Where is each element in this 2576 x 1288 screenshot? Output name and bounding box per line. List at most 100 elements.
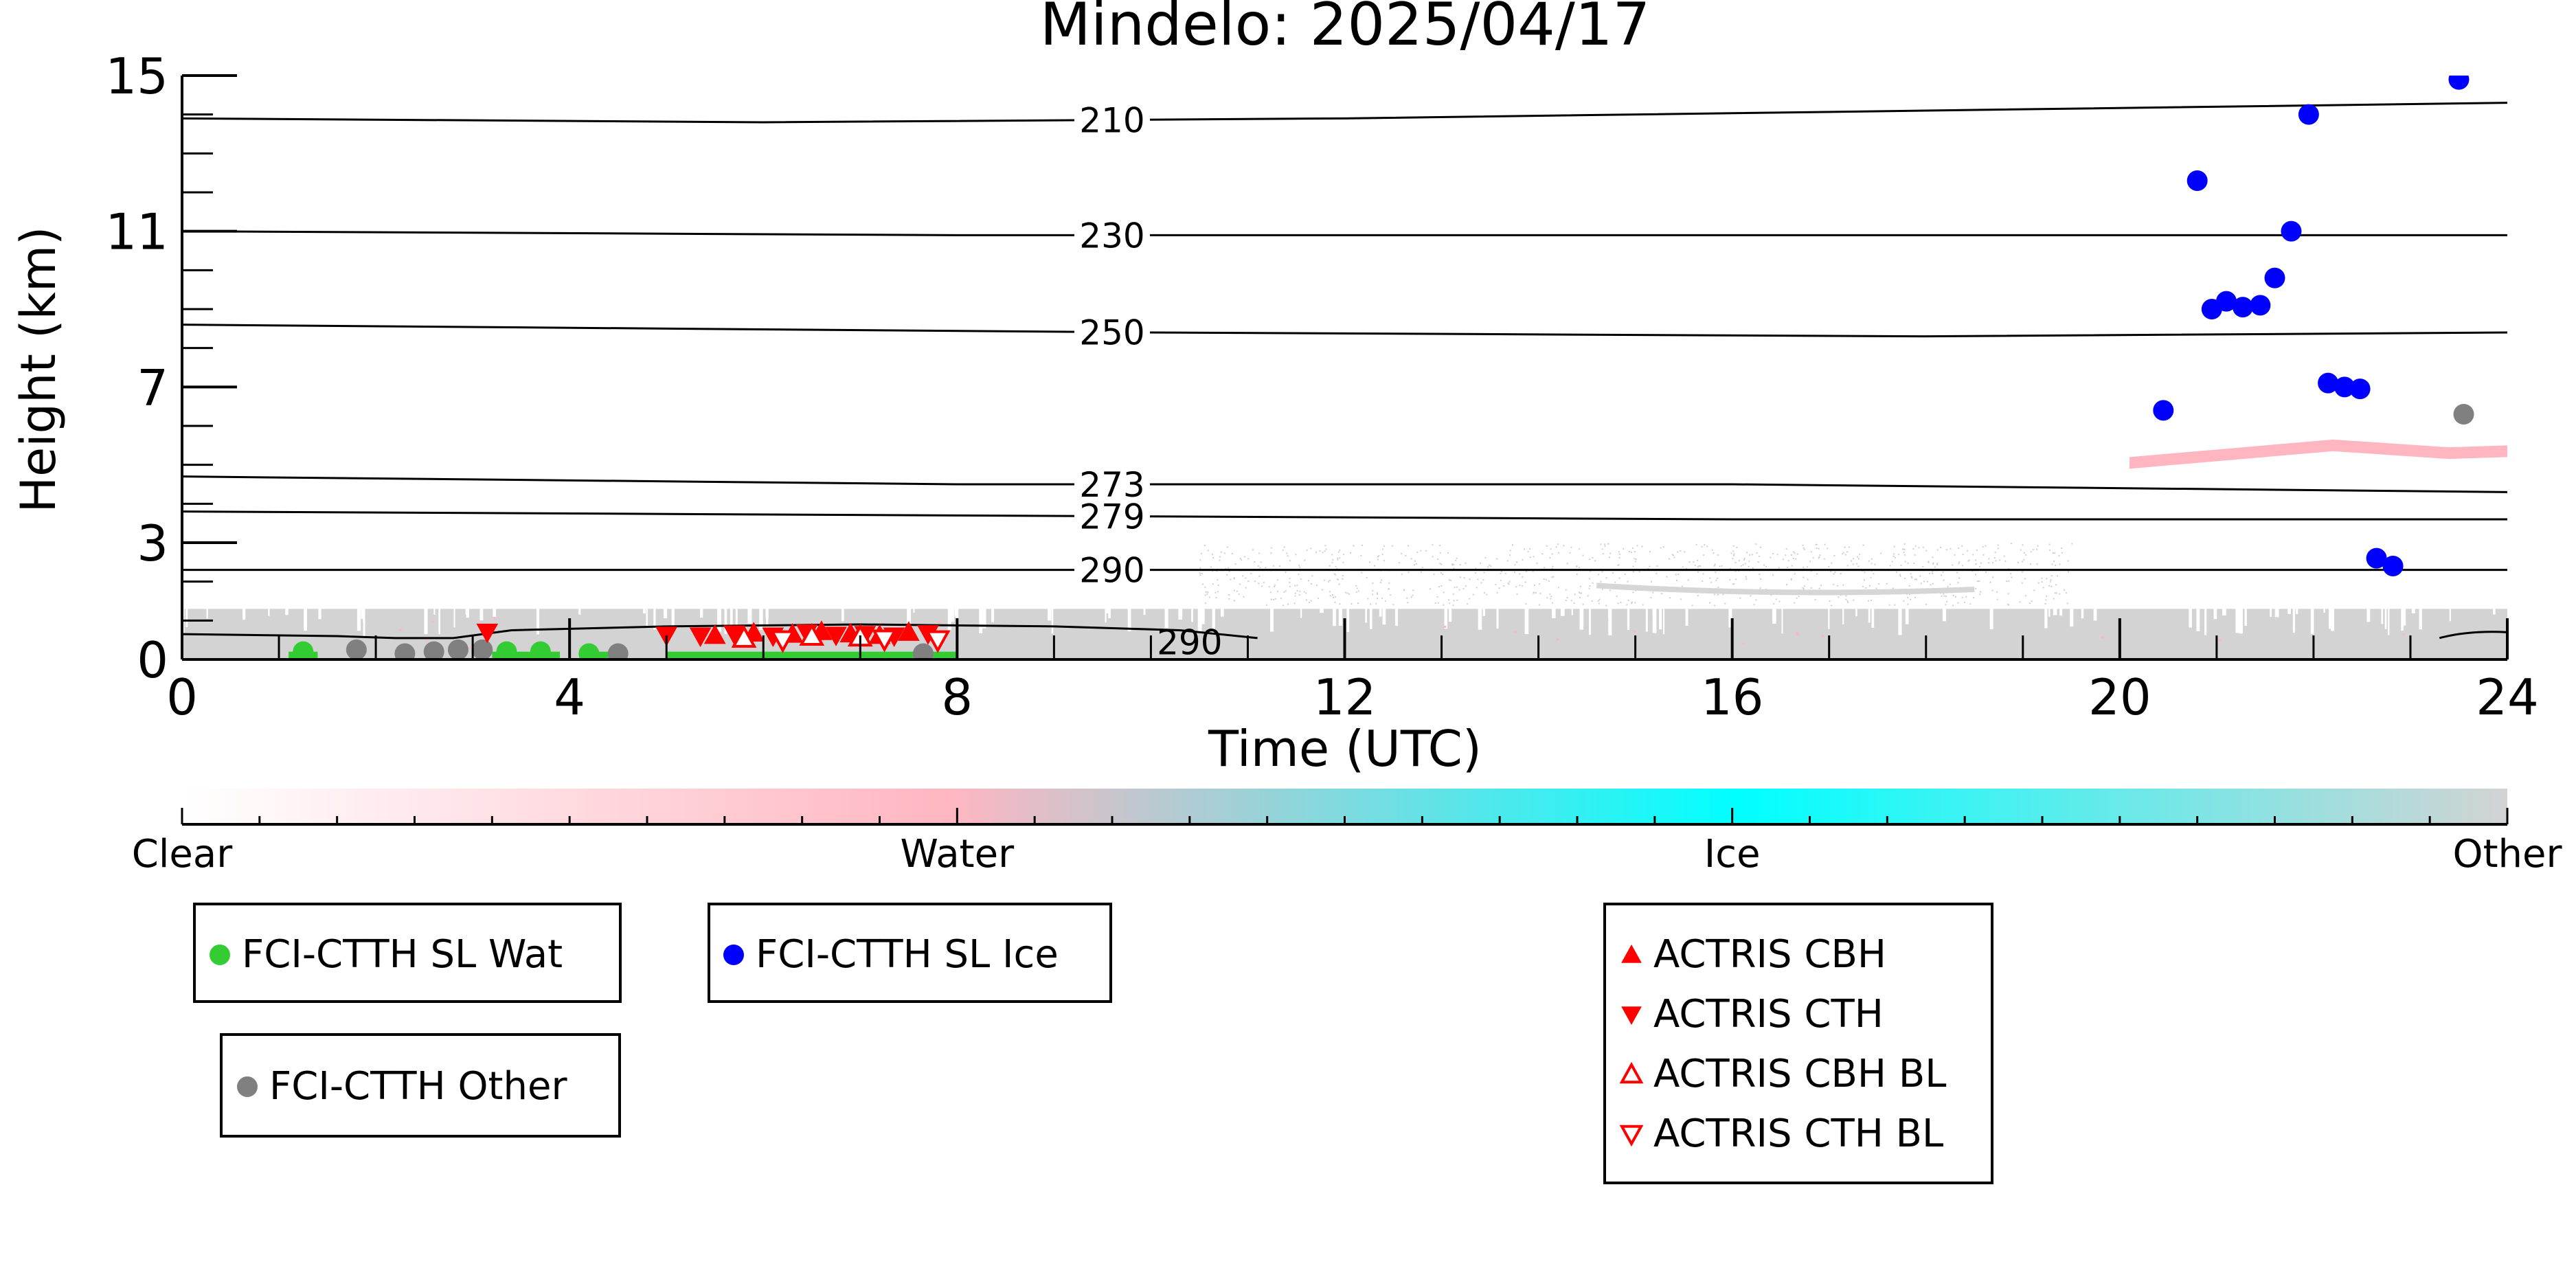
mask-speckle (1243, 596, 1245, 598)
mask-speckle (1922, 565, 1924, 567)
mask-speckle (1704, 544, 1706, 546)
mask-speckle (1803, 567, 1805, 569)
mask-speckle (1857, 565, 1860, 567)
mask-gap (951, 607, 955, 622)
mask-speckle (1522, 558, 1524, 561)
mask-speckle (1285, 572, 1287, 574)
mask-gap (1346, 607, 1350, 632)
mask-speckle (1952, 594, 1954, 596)
mask-speckle (1791, 565, 1793, 567)
mask-gap (671, 607, 675, 630)
mask-speckle (1437, 558, 1439, 561)
mask-water-speckle (1796, 632, 1799, 635)
mask-speckle (1717, 554, 1719, 556)
mask-gap (2287, 607, 2291, 614)
mask-speckle (1217, 579, 1219, 581)
mask-speckle (1620, 602, 1622, 604)
marker-fci-ctth-other (346, 639, 367, 659)
mask-gap (1051, 607, 1054, 634)
mask-speckle (1709, 577, 1711, 579)
marker-fci-ctth-sl-ice (2448, 76, 2470, 90)
mask-speckle (1618, 551, 1620, 553)
mask-gap (318, 607, 321, 620)
mask-gap (493, 607, 497, 618)
mask-gap (653, 607, 656, 630)
mask-gap (1589, 607, 1591, 635)
mask-speckle (1934, 566, 1936, 568)
mask-speckle (1733, 583, 1735, 585)
mask-gap (2323, 607, 2325, 613)
mask-speckle (1238, 594, 1240, 596)
mask-speckle (1793, 551, 1795, 553)
mask-speckle (1587, 595, 1589, 597)
mask-speckle (1831, 605, 1833, 607)
mask-speckle (1632, 591, 1634, 594)
marker-fci-ctth-sl-wat (496, 641, 517, 659)
mask-speckle (1743, 558, 1745, 560)
marker-fci-ctth-sl-ice (2232, 297, 2253, 318)
mask-gap (2388, 607, 2390, 635)
mask-speckle (1695, 543, 1697, 545)
mask-speckle (2049, 580, 2051, 583)
mask-speckle (1588, 587, 1590, 589)
marker-actris-cth (825, 626, 847, 646)
mask-speckle (1770, 594, 1772, 596)
mask-speckle (1360, 555, 1362, 557)
mask-speckle (1565, 599, 1567, 601)
mask-gap (1200, 607, 1205, 624)
mask-speckle (1236, 590, 1238, 592)
mask-speckle (2048, 585, 2050, 587)
mask-speckle (1339, 603, 1341, 605)
mask-gap (1772, 607, 1776, 624)
mask-speckle (1513, 571, 1515, 573)
mask-speckle (1552, 565, 1554, 567)
mask-speckle (1985, 571, 1987, 573)
contour-label: 230 (1079, 216, 1144, 256)
mask-speckle (1974, 574, 1976, 576)
mask-speckle (1388, 588, 1390, 590)
mask-speckle (1680, 598, 1682, 600)
contour-label-bg (1074, 552, 1150, 588)
mask-speckle (1465, 585, 1467, 587)
mask-gap (268, 607, 270, 616)
mask-speckle (1911, 577, 1913, 579)
mask-speckle (2059, 593, 2061, 595)
mask-speckle (1594, 560, 1596, 562)
mask-speckle (1589, 585, 1591, 587)
mask-water-speckle (1443, 625, 1447, 628)
mask-speckle (1846, 600, 1849, 602)
mask-speckle (1892, 587, 1894, 589)
mask-speckle (1699, 565, 1702, 567)
mask-gap (1842, 607, 1844, 624)
mask-speckle (1893, 553, 1895, 555)
mask-gap (1220, 607, 1224, 617)
mask-speckle (1217, 591, 1219, 593)
mask-speckle (1578, 567, 1580, 569)
mask-water-speckle (1514, 631, 1517, 633)
mask-speckle (1511, 544, 1513, 546)
mask-speckle (1790, 578, 1792, 580)
mask-speckle (1451, 564, 1454, 566)
mask-speckle (1701, 545, 1703, 547)
mask-speckle (1490, 565, 1492, 567)
mask-speckle (1496, 558, 1498, 560)
contour-low-right (2439, 631, 2507, 640)
mask-gap (2310, 607, 2314, 634)
mask-speckle (1438, 586, 1440, 588)
mask-speckle (1334, 574, 1336, 576)
mask-speckle (1541, 553, 1544, 555)
plot-area (182, 76, 2507, 659)
colorbar-label: Other (2452, 832, 2562, 877)
mask-speckle (1522, 576, 1524, 578)
mask-speckle (1261, 585, 1263, 587)
mask-speckle (1525, 602, 1527, 605)
mask-speckle (1357, 590, 1359, 592)
mask-speckle (1656, 572, 1658, 574)
mask-water-speckle (1741, 643, 1745, 646)
mask-gap (2239, 607, 2243, 633)
mask-gap (2274, 607, 2279, 618)
mask-speckle (1669, 558, 1671, 560)
x-tick-label: 12 (1313, 668, 1377, 726)
mask-gap (1871, 607, 1875, 628)
mask-gap (730, 607, 733, 629)
